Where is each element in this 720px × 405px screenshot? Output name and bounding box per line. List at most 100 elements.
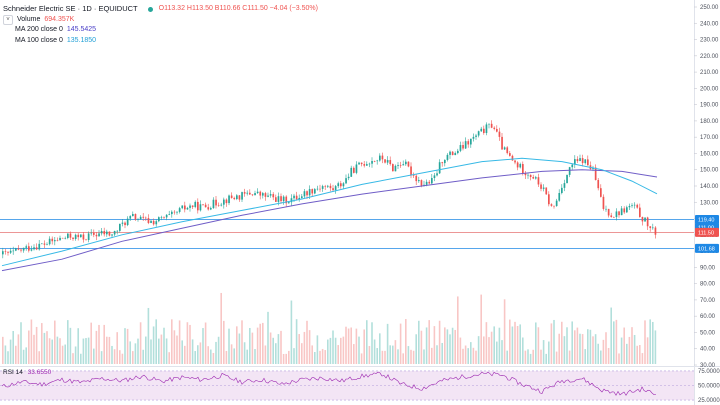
candle-body [415,175,418,182]
candle-body [600,188,602,197]
volume-bar [516,326,519,364]
ma200-value: 145.5425 [66,26,97,33]
volume-bar [641,353,644,364]
candle-body [178,208,181,212]
candle-body [4,251,7,252]
ma200-legend[interactable]: MA 200 close 0 145.5425 [3,25,318,36]
candle-body [485,124,488,134]
candle-body [412,175,415,176]
candle-body [142,216,145,218]
candle-body [184,205,186,210]
candle-body [35,247,38,250]
volume-bar [295,319,298,364]
candle-body [516,162,519,168]
candle-body [379,155,381,161]
candle-body [576,159,579,162]
candle-body [519,164,522,168]
volume-bar [654,330,657,364]
candle-body [251,194,254,196]
volume-bar [85,338,87,364]
candle-body [139,216,142,220]
volume-bar [451,327,454,364]
chevron-down-icon[interactable]: ˅ [3,14,13,25]
volume-bar [256,327,259,364]
volume-bar [597,343,599,364]
candle-body [275,197,277,202]
candle-body [490,123,493,128]
volume-bar [618,353,620,364]
candle-body [602,196,605,209]
price-axis-label: 80.00 [700,282,716,288]
price-axis-label: 140.00 [700,184,719,190]
volume-bar [407,346,410,364]
candle-body [249,192,251,195]
candle-body [207,207,210,210]
candle-body [529,174,532,177]
rsi-label: RSI 14 [3,369,23,376]
volume-bar [38,351,40,364]
ma100-legend[interactable]: MA 100 close 0 135.1850 [3,36,318,47]
candle-body [454,153,457,156]
candle-body [43,243,46,245]
volume-bar [212,352,215,364]
candle-body [652,227,654,229]
candle-body [9,250,12,253]
candle-body [168,214,171,215]
rsi-axis-label: 75.0000 [698,369,720,375]
ma100-value: 135.1850 [66,36,97,44]
candle-body [197,201,199,211]
candle-body [644,217,646,222]
ma200-line[interactable] [1,169,658,272]
candle-body [277,196,280,202]
volume-bar [249,327,251,364]
candle-body [7,251,9,253]
candle-body [615,211,618,218]
volume-bar [87,337,90,364]
candle-body [501,136,503,150]
volume-bar [472,347,475,364]
volume-bar [384,350,386,364]
price-axis-label: 170.00 [700,135,719,141]
candle-body [173,211,176,213]
candle-body [347,176,350,179]
volume-bar [103,324,105,364]
candle-body [337,183,340,187]
candle-body [303,191,306,197]
volume-legend[interactable]: ˅ Volume 694.357K [3,14,318,26]
candle-body [639,207,641,217]
candle-body [561,187,563,193]
candle-body [503,147,506,150]
candle-body [210,208,212,210]
candle-body [64,237,67,239]
candle-body [225,199,228,204]
volume-bar [615,319,618,364]
volume-bar [613,321,615,364]
symbol-title[interactable]: Schneider Electric SE · 1D · EQUIDUCT [3,4,138,13]
volume-bar [272,337,274,364]
candle-body [368,163,371,165]
volume-bar [67,320,69,364]
candle-body [80,234,82,238]
volume-bar [69,327,72,364]
volume-bar [82,338,85,364]
candle-body [145,217,147,219]
candle-body [392,164,394,172]
candle-body [295,195,298,200]
volume-bar [537,327,540,364]
ma100-line[interactable] [1,157,658,267]
candle-body [319,188,321,190]
volume-bar [246,349,248,364]
volume-bar [490,331,493,364]
volume-bar [535,322,537,364]
volume-bar [210,349,212,364]
volume-bar [254,349,256,364]
volume-bar [324,350,326,364]
rsi-line[interactable] [1,371,657,396]
volume-bar [397,349,399,364]
price-tag [695,215,719,225]
rsi-legend[interactable]: RSI 14 33.6550 [3,369,51,376]
volume-bar [215,341,217,364]
volume-bar [2,336,4,364]
